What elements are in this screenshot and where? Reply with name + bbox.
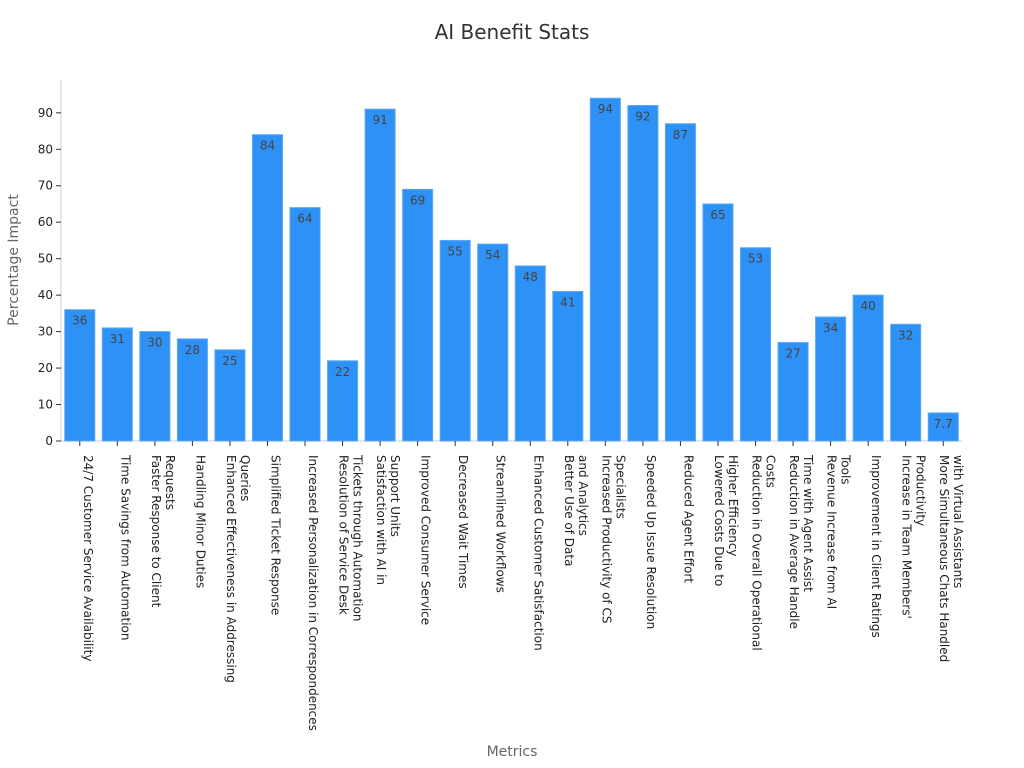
x-tick-label: Better Use of Dataand Analytics [562,455,590,566]
data-labels-group: 36 31 30 28 25 84 64 22 91 69 55 54 48 41 94 92 87 65 53 27… [72,102,953,431]
x-tick-label: Lowered Costs Due toHigher Efficiency [712,455,740,586]
bar-value-label: 22 [335,365,350,379]
bar-value-label: 34 [823,321,838,335]
bar-value-label: 87 [673,128,688,142]
bar-value-label: 25 [222,354,237,368]
x-tick-label: Increased Productivity of CSSpecialists [599,455,627,624]
bar [289,207,321,442]
bar [139,331,171,442]
bar [477,243,509,442]
bar-value-label: 92 [635,110,650,124]
x-tick-label: Enhanced Effectiveness in AddressingQuer… [224,455,252,683]
bar [214,349,246,442]
bar-value-label: 7.7 [934,417,953,431]
bar-value-label: 31 [110,332,125,346]
y-tick-label: 0 [45,434,53,448]
bar-value-label: 91 [372,113,387,127]
x-tick-label: Revenue Increase from AITools [825,454,853,609]
bar [101,327,133,442]
bar [514,265,546,442]
bar-value-label: 40 [861,299,876,313]
x-tick-label: Faster Response to ClientRequests [149,455,177,608]
bar-value-label: 65 [710,208,725,222]
bar [552,290,584,442]
x-axis-title: Metrics [487,744,538,760]
x-tick-label: Streamlined Workflows [494,455,508,593]
bar [402,188,434,442]
bar-value-label: 41 [560,295,575,309]
bar-value-label: 94 [598,102,613,116]
bar-value-label: 54 [485,248,500,262]
x-tick-label: Reduced Agent Effort [681,455,695,583]
bar [702,203,734,442]
x-tick-label: Resolution of Service DeskTickets throug… [337,454,365,621]
bar-value-label: 53 [748,252,763,266]
bar-value-label: 69 [410,193,425,207]
x-tick-label: Reduction in Average HandleTime with Age… [787,454,815,629]
x-tick-label: Increase in Team Members'Productivity [900,455,928,619]
y-tick-label: 10 [38,398,53,412]
bar [627,105,659,442]
bar [176,338,208,442]
y-tick-label: 20 [38,361,53,375]
x-tick-label: Improved Consumer Service [419,455,433,625]
y-tick-label: 50 [38,252,53,266]
y-tick-label: 30 [38,325,53,339]
y-tick-label: 80 [38,142,53,156]
bars-group [64,97,959,442]
x-tick-label: Increased Personalization in Corresponde… [306,455,320,731]
y-tick-label: 90 [38,106,53,120]
bar-value-label: 27 [785,347,800,361]
x-tick-label: Improvement in Client Ratings [869,455,883,638]
bar [664,123,696,442]
y-tick-label: 40 [38,288,53,302]
bar [439,239,471,442]
bar-value-label: 28 [185,343,200,357]
x-tick-label: Decreased Wait Times [456,455,470,589]
x-tick-label: Satisfaction with AI inSupport Units [374,455,402,585]
bar-value-label: 48 [523,270,538,284]
bar-value-label: 36 [72,314,87,328]
x-tick-label: 24/7 Customer Service Availability [81,455,95,661]
y-axis-title: Percentage Impact [6,194,22,326]
x-tick-label: More Simultaneous Chats Handledwith Virt… [937,455,965,662]
x-tick-label: Simplified Ticket Response [268,455,282,615]
x-tick-label: Speeded Up Issue Resolution [644,455,658,629]
bar [815,316,847,442]
bar [740,247,772,442]
bar-value-label: 32 [898,328,913,342]
x-tick-labels-group: 24/7 Customer Service Availability Time S… [79,441,965,731]
bar-value-label: 84 [260,139,275,153]
bar [852,294,884,442]
bar [589,97,621,442]
x-tick-label: Enhanced Customer Satisfaction [531,455,545,651]
bar [64,309,96,442]
y-tick-label: 70 [38,179,53,193]
x-tick-label: Time Savings from Automation [118,454,132,641]
y-tick-label: 60 [38,215,53,229]
bar [364,108,396,442]
bar-value-label: 30 [147,336,162,350]
chart-title: AI Benefit Stats [434,20,590,44]
bar [251,134,283,442]
bar-value-label: 64 [297,212,312,226]
x-tick-label: Handling Minor Duties [193,455,207,588]
y-axis: 0 10 20 30 40 50 60 70 80 90 [38,80,62,448]
x-tick-label: Reduction in Overall OperationalCosts [750,455,778,651]
bar-value-label: 55 [448,244,463,258]
